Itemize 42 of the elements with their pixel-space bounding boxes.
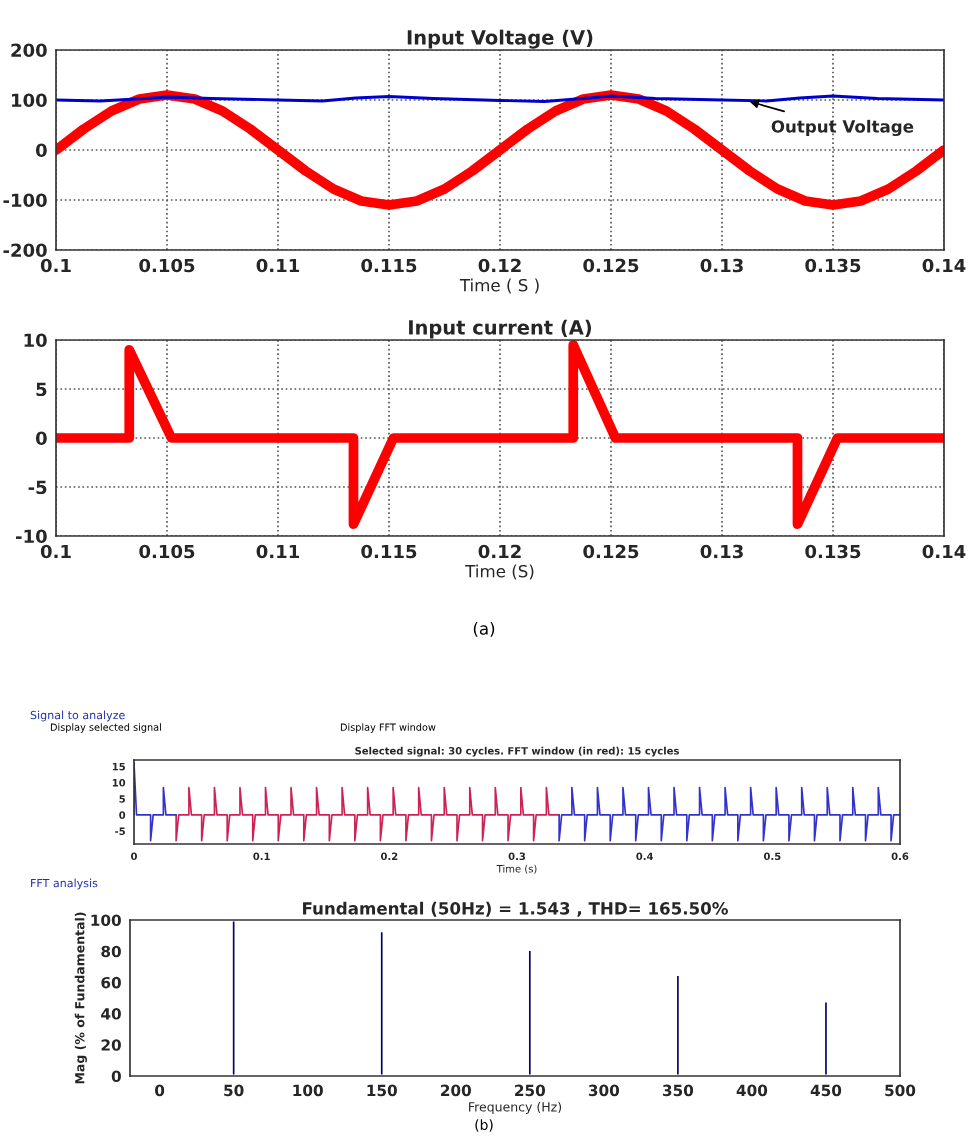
y-tick-label: -200 — [3, 243, 47, 258]
x-tick-label: 0.13 — [700, 258, 743, 273]
y-tick-label: 0 — [35, 431, 47, 446]
line-series — [56, 340, 944, 530]
x-tick-label: 0.13 — [700, 544, 743, 559]
x-tick-label: 0.105 — [139, 544, 195, 559]
x-tick-label: 0.11 — [256, 544, 300, 559]
x-tick-label: 0.12 — [478, 544, 521, 559]
x-tick-label: 0.125 — [583, 258, 639, 273]
y-tick-label: -100 — [3, 193, 47, 208]
y-tick-label: 0 — [35, 143, 47, 158]
bar — [230, 920, 238, 1076]
y-tick-label: 5 — [36, 382, 47, 397]
x-axis-title: Time ( S ) — [459, 278, 539, 294]
x-tick-label: 0.115 — [361, 544, 417, 559]
line-series — [56, 90, 944, 210]
chart-title: Fundamental (50Hz) = 1.543 , THD= 165.50% — [303, 901, 728, 917]
y-tick-label: 100 — [12, 93, 47, 108]
x-tick-label: 0.1 — [40, 544, 71, 559]
x-tick-label: 0.14 — [922, 258, 966, 273]
x-tick-label: 0.105 — [139, 258, 195, 273]
bar — [526, 948, 534, 1076]
chart-title: Input Voltage (V) — [407, 29, 593, 49]
x-tick-label: 0.115 — [361, 258, 417, 273]
chart-title: Input current (A) — [409, 319, 592, 339]
x-tick-label: 0.135 — [805, 544, 861, 559]
x-tick-label: 0.1 — [40, 258, 71, 273]
text: (a) — [473, 621, 495, 637]
x-tick-label: 0.14 — [922, 544, 966, 559]
y-tick-label: 10 — [24, 333, 47, 348]
y-tick-label: 200 — [11, 43, 47, 58]
x-tick-label: 0.11 — [256, 258, 300, 273]
y-tick-label: -5 — [28, 480, 47, 495]
bar — [822, 999, 830, 1076]
annotation: Output Voltage — [771, 119, 914, 137]
bar — [378, 929, 386, 1076]
x-tick-label: 0.135 — [805, 258, 861, 273]
x-tick-label: 0.125 — [583, 544, 639, 559]
x-axis-title: Time (S) — [465, 564, 534, 580]
x-tick-label: 0.12 — [478, 258, 521, 273]
bar — [674, 973, 682, 1076]
y-tick-label: -10 — [16, 529, 47, 544]
